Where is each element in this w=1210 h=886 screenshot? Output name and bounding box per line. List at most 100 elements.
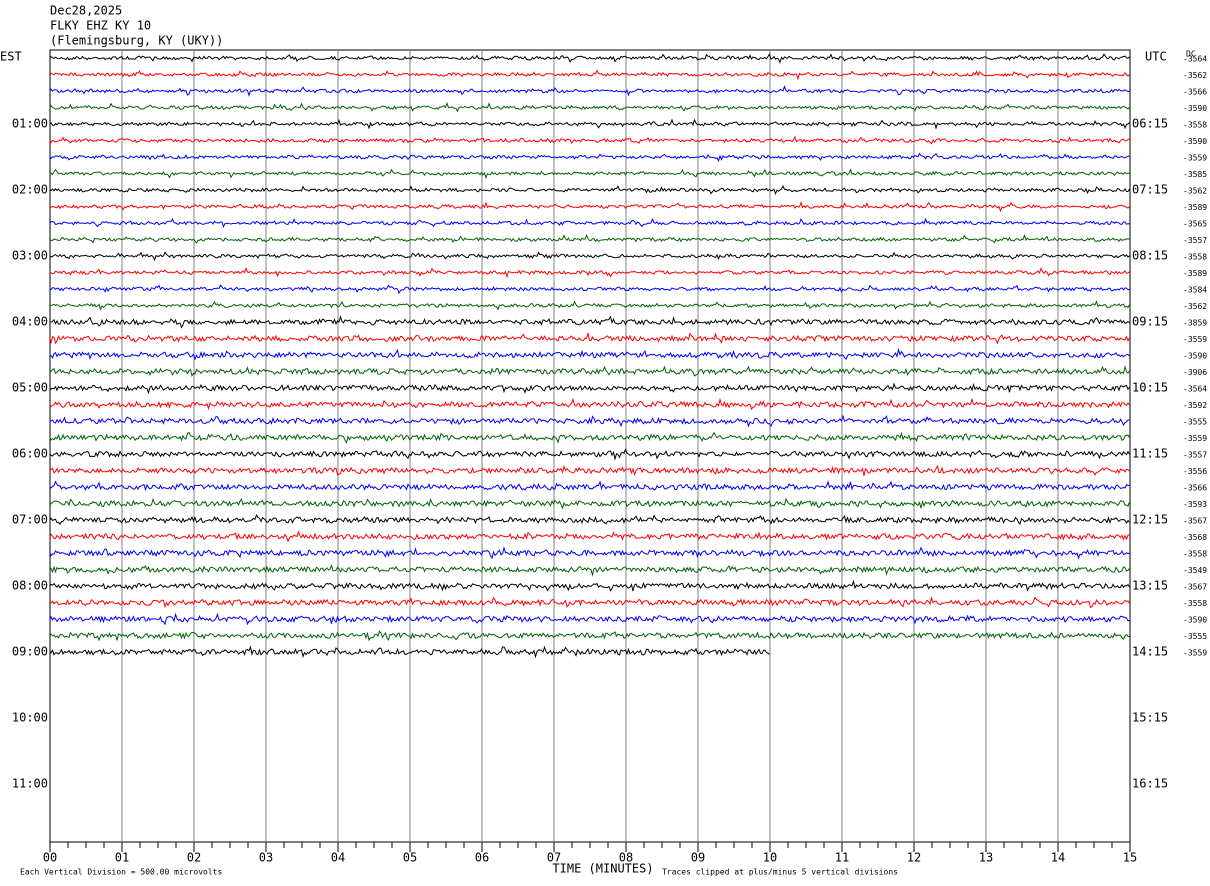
offset-label: -3567	[1183, 517, 1207, 526]
right-time: 07:15	[1132, 183, 1168, 197]
trace	[49, 382, 1130, 395]
offset-label: -3562	[1183, 71, 1207, 80]
offset-label: -3559	[1183, 335, 1207, 344]
trace	[49, 118, 1130, 130]
offset-label: -3558	[1183, 253, 1207, 262]
trace	[49, 300, 1130, 311]
offset-label: -3557	[1183, 236, 1207, 245]
offset-label: -3556	[1183, 467, 1207, 476]
trace	[49, 69, 1130, 81]
offset-label: -3584	[1183, 286, 1207, 295]
left-time: 05:00	[12, 381, 48, 395]
trace	[49, 284, 1130, 295]
trace	[49, 53, 1130, 64]
offset-label: -3585	[1183, 170, 1207, 179]
trace	[49, 233, 1130, 244]
offset-label: -3559	[1183, 154, 1207, 163]
x-tick-label: 03	[259, 851, 273, 865]
offset-label: -3564	[1183, 55, 1207, 64]
left-time: 07:00	[12, 513, 48, 527]
left-label: EST	[0, 50, 22, 64]
right-time: 14:15	[1132, 645, 1168, 659]
offset-label: -3590	[1183, 616, 1207, 625]
trace	[49, 365, 1130, 377]
offset-label: -3906	[1183, 368, 1207, 377]
trace	[49, 448, 1130, 461]
trace	[49, 101, 1130, 113]
x-tick-label: 07	[547, 851, 561, 865]
date: Dec28,2025	[50, 4, 122, 18]
right-time: 08:15	[1132, 249, 1168, 263]
trace	[49, 251, 1130, 262]
offset-label: -3590	[1183, 352, 1207, 361]
plot-frame	[49, 49, 1131, 843]
offset-label: -3555	[1183, 632, 1207, 641]
x-tick-label: 12	[907, 851, 921, 865]
x-tick-label: 14	[1051, 851, 1065, 865]
offset-label: -3559	[1183, 649, 1207, 658]
trace	[49, 630, 1130, 642]
trace	[49, 135, 1130, 145]
right-time: 16:15	[1132, 777, 1168, 791]
x-tick-label: 15	[1123, 851, 1137, 865]
trace	[49, 497, 1130, 510]
right-time: 15:15	[1132, 711, 1168, 725]
x-tick-label: 08	[619, 851, 633, 865]
offset-label: -3859	[1183, 319, 1207, 328]
left-time: 10:00	[12, 711, 48, 725]
trace	[49, 513, 1130, 526]
trace	[49, 184, 1130, 196]
trace	[49, 397, 1130, 411]
left-time: 06:00	[12, 447, 48, 461]
trace	[49, 266, 1130, 279]
offset-label: -3568	[1183, 533, 1207, 542]
offset-label: -3557	[1183, 451, 1207, 460]
right-time: 09:15	[1132, 315, 1168, 329]
x-tick-label: 06	[475, 851, 489, 865]
right-time: 12:15	[1132, 513, 1168, 527]
x-tick-label: 00	[43, 851, 57, 865]
offset-label: -3558	[1183, 599, 1207, 608]
offset-label: -3555	[1183, 418, 1207, 427]
offset-label: -3566	[1183, 88, 1207, 97]
scale-note: Each Vertical Division = 500.00 microvol…	[20, 868, 222, 877]
clip-note: Traces clipped at plus/minus 5 vertical …	[662, 868, 898, 877]
offset-label: -3593	[1183, 500, 1207, 509]
trace	[49, 201, 1130, 213]
trace	[49, 431, 1130, 444]
trace	[49, 546, 1130, 560]
x-tick-label: 05	[403, 851, 417, 865]
offset-label: -3590	[1183, 104, 1207, 113]
trace	[49, 347, 1130, 361]
trace	[49, 612, 1130, 626]
trace	[49, 530, 1130, 543]
left-time: 08:00	[12, 579, 48, 593]
location: (Flemingsburg, KY (UKY))	[50, 34, 223, 48]
x-tick-label: 13	[979, 851, 993, 865]
trace	[49, 480, 1130, 492]
offset-label: -3567	[1183, 583, 1207, 592]
offset-label: -3559	[1183, 434, 1207, 443]
x-tick-label: 01	[115, 851, 129, 865]
trace	[49, 579, 1130, 592]
offset-label: -3566	[1183, 484, 1207, 493]
left-time: 04:00	[12, 315, 48, 329]
dc-label: DC	[1186, 50, 1196, 59]
right-time: 10:15	[1132, 381, 1168, 395]
offset-label: -3565	[1183, 220, 1207, 229]
trace	[50, 314, 1130, 329]
x-tick-label: 10	[763, 851, 777, 865]
x-axis-title: TIME (MINUTES)	[552, 862, 653, 876]
offset-label: -3562	[1183, 302, 1207, 311]
offset-label: -3590	[1183, 137, 1207, 146]
x-tick-label: 09	[691, 851, 705, 865]
left-time: 02:00	[12, 183, 48, 197]
trace	[50, 414, 1130, 428]
x-tick-label: 11	[835, 851, 849, 865]
left-time: 01:00	[12, 117, 48, 131]
offset-label: -3558	[1183, 550, 1207, 559]
offset-label: -3592	[1183, 401, 1207, 410]
offset-label: -3549	[1183, 566, 1207, 575]
left-time: 11:00	[12, 777, 48, 791]
